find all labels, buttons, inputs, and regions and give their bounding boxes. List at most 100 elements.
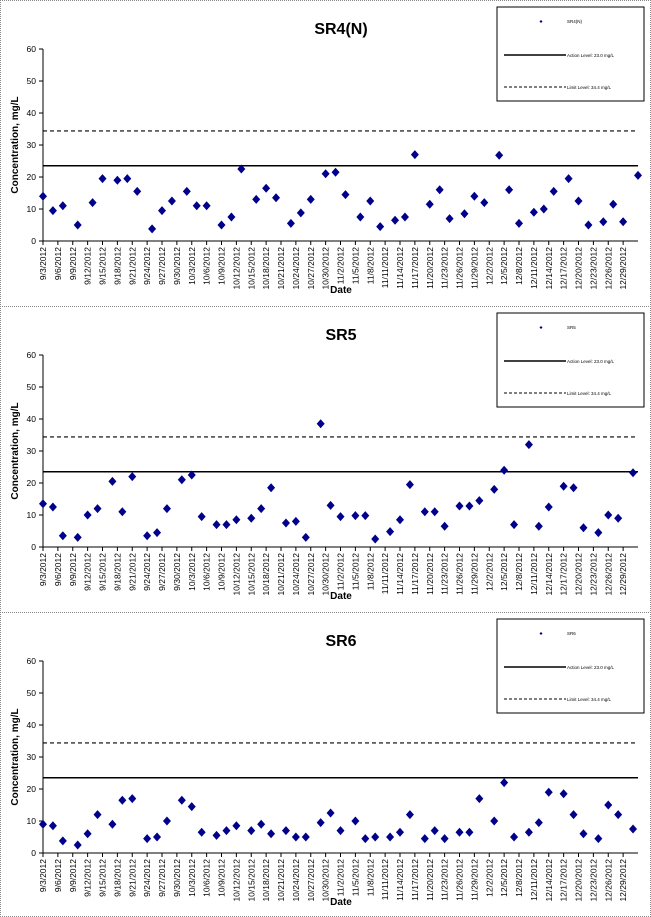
x-tick-label: 10/12/2012 <box>231 247 241 290</box>
chart-title: SR4(N) <box>314 21 367 38</box>
data-point <box>559 481 568 491</box>
x-tick-label: 10/9/2012 <box>217 553 227 591</box>
data-point <box>252 194 261 204</box>
x-tick-label: 10/3/2012 <box>187 247 197 285</box>
data-point <box>524 827 533 837</box>
y-tick-label: 50 <box>27 76 37 86</box>
data-point <box>153 528 162 538</box>
x-tick-label: 10/18/2012 <box>261 553 271 596</box>
y-tick-label: 10 <box>27 510 37 520</box>
data-point <box>341 190 350 200</box>
data-point <box>569 810 578 820</box>
legend-marker-icon <box>539 20 543 23</box>
x-tick-label: 10/3/2012 <box>187 859 197 897</box>
x-axis-label: Date <box>330 285 352 296</box>
x-tick-label: 11/23/2012 <box>440 859 450 901</box>
data-point <box>182 186 191 196</box>
x-tick-label: 12/23/2012 <box>588 247 598 290</box>
data-point <box>331 167 340 177</box>
y-tick-label: 60 <box>27 44 37 54</box>
x-tick-label: 12/5/2012 <box>499 859 509 897</box>
x-tick-label: 10/15/2012 <box>246 247 256 290</box>
data-point <box>440 834 449 844</box>
data-point <box>351 511 360 521</box>
data-point <box>515 218 523 228</box>
legend-label-action: Action Level: 23.0 mg/L <box>567 665 615 670</box>
x-tick-label: 10/3/2012 <box>187 553 197 591</box>
data-point <box>212 520 221 530</box>
x-tick-label: 10/21/2012 <box>276 553 286 596</box>
data-point <box>192 201 201 211</box>
data-point <box>460 209 469 219</box>
data-point <box>73 532 82 542</box>
x-tick-label: 10/6/2012 <box>202 247 212 285</box>
data-point <box>326 500 335 510</box>
x-tick-label: 10/24/2012 <box>291 553 301 596</box>
data-point <box>604 800 613 810</box>
data-point <box>267 829 276 839</box>
data-point <box>371 832 380 842</box>
data-point <box>490 484 499 494</box>
x-tick-label: 10/18/2012 <box>261 247 271 290</box>
data-point <box>396 515 404 525</box>
y-tick-label: 30 <box>27 446 37 456</box>
x-tick-label: 11/23/2012 <box>440 553 450 595</box>
y-tick-label: 30 <box>27 752 37 762</box>
data-point <box>371 534 380 544</box>
x-tick-label: 12/29/2012 <box>618 859 628 902</box>
x-tick-label: 11/8/2012 <box>365 553 375 590</box>
x-tick-label: 10/30/2012 <box>321 859 331 902</box>
data-point <box>58 836 67 846</box>
data-point <box>88 198 97 208</box>
data-point <box>187 470 196 480</box>
data-point <box>232 515 241 525</box>
data-point <box>410 150 419 160</box>
data-point <box>83 510 92 520</box>
y-tick-label: 50 <box>27 688 37 698</box>
chart-panel-sr5: SR5 SR5 Action Level: 23.0 mg/L Limit Level… <box>0 306 651 613</box>
x-tick-label: 10/6/2012 <box>202 553 212 591</box>
x-tick-label: 12/8/2012 <box>514 859 524 897</box>
data-point <box>286 218 295 228</box>
x-tick-label: 12/20/2012 <box>574 859 584 902</box>
data-point <box>257 819 266 829</box>
x-tick-label: 12/23/2012 <box>588 553 598 596</box>
data-point <box>594 528 603 538</box>
data-point <box>83 829 92 839</box>
data-point <box>614 810 623 820</box>
data-point <box>569 483 578 493</box>
y-tick-label: 20 <box>27 172 37 182</box>
data-point <box>227 212 236 222</box>
x-tick-label: 10/6/2012 <box>202 859 212 897</box>
data-point <box>386 527 395 537</box>
x-tick-label: 9/12/2012 <box>83 859 93 897</box>
y-tick-label: 40 <box>27 414 37 424</box>
data-point <box>534 818 543 828</box>
data-point <box>197 512 206 522</box>
legend-label-series: SR6 <box>567 631 576 636</box>
data-point <box>594 834 603 844</box>
x-tick-label: 12/11/2012 <box>529 553 539 595</box>
legend-label-limit: Limit Level: 34.4 mg/L <box>567 85 612 90</box>
data-point <box>510 832 519 842</box>
legend-label-action: Action Level: 23.0 mg/L <box>567 53 615 58</box>
data-point <box>153 832 162 842</box>
x-tick-label: 10/12/2012 <box>231 553 241 596</box>
chart-panel-sr4n: SR4(N) SR4(N) Action Level: 23.0 mg/L Limit… <box>0 0 651 307</box>
x-tick-label: 10/30/2012 <box>321 247 331 290</box>
legend-label-action: Action Level: 23.0 mg/L <box>567 359 615 364</box>
x-tick-label: 11/29/2012 <box>469 247 479 289</box>
data-point <box>187 802 196 812</box>
data-point <box>93 504 102 514</box>
x-tick-label: 12/2/2012 <box>484 859 494 897</box>
x-tick-label: 11/26/2012 <box>455 859 465 901</box>
data-point <box>361 834 370 844</box>
x-tick-label: 9/9/2012 <box>68 859 78 892</box>
data-point <box>237 164 246 174</box>
data-point <box>396 827 404 837</box>
data-point <box>158 206 166 216</box>
x-tick-label: 12/20/2012 <box>574 553 584 596</box>
y-tick-label: 60 <box>27 656 37 666</box>
x-tick-label: 11/8/2012 <box>365 859 375 896</box>
x-tick-label: 12/29/2012 <box>618 553 628 596</box>
